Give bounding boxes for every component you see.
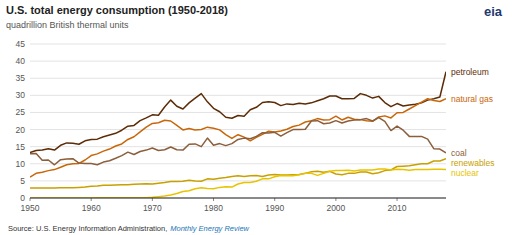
x-tick-label: 1990	[265, 203, 284, 213]
grid-line	[30, 129, 446, 130]
x-tick-label: 2000	[326, 203, 345, 213]
grid-line	[30, 112, 446, 113]
grid-line	[30, 78, 446, 79]
title: U.S. total energy consumption (1950-2018…	[6, 4, 228, 16]
grid-line	[30, 180, 446, 181]
grid-line	[30, 95, 446, 96]
y-tick-label: 15	[16, 142, 26, 152]
x-tick-label: 1970	[143, 203, 162, 213]
series-line	[30, 169, 446, 198]
series-label: coal	[451, 148, 467, 158]
series-label: renewables	[451, 158, 494, 168]
logo: eia	[484, 4, 503, 19]
y-tick-label: 35	[16, 73, 26, 83]
y-tick-label: 40	[16, 56, 26, 66]
y-tick-label: 20	[16, 125, 26, 135]
series-line	[30, 118, 446, 165]
y-tick-label: 25	[16, 107, 26, 117]
y-tick-label: 0	[20, 193, 25, 203]
y-tick-label: 5	[20, 176, 25, 186]
series-line	[30, 99, 446, 177]
source-link: Monthly Energy Review	[170, 224, 249, 233]
chart: U.S. total energy consumption (1950-2018…	[0, 0, 512, 235]
y-tick-label: 30	[16, 90, 26, 100]
x-axis-line	[30, 198, 446, 199]
grid-line	[30, 198, 446, 199]
subtitle: quadrillion British thermal units	[6, 20, 129, 30]
y-tick-label: 45	[16, 39, 26, 49]
series-label: nuclear	[451, 168, 479, 178]
grid-line	[30, 44, 446, 45]
x-tick-label: 1960	[82, 203, 101, 213]
lines	[30, 72, 446, 198]
x-tick-label: 2010	[388, 203, 407, 213]
series-label: natural gas	[451, 94, 493, 104]
x-tick-label: 1980	[204, 203, 223, 213]
x-tick-label: 1950	[21, 203, 40, 213]
grid-line	[30, 61, 446, 62]
source: Source: U.S. Energy Information Administ…	[8, 224, 167, 233]
grid-line	[30, 146, 446, 147]
series-label: petroleum	[451, 67, 489, 77]
y-tick-label: 10	[16, 159, 26, 169]
grid	[30, 44, 446, 198]
